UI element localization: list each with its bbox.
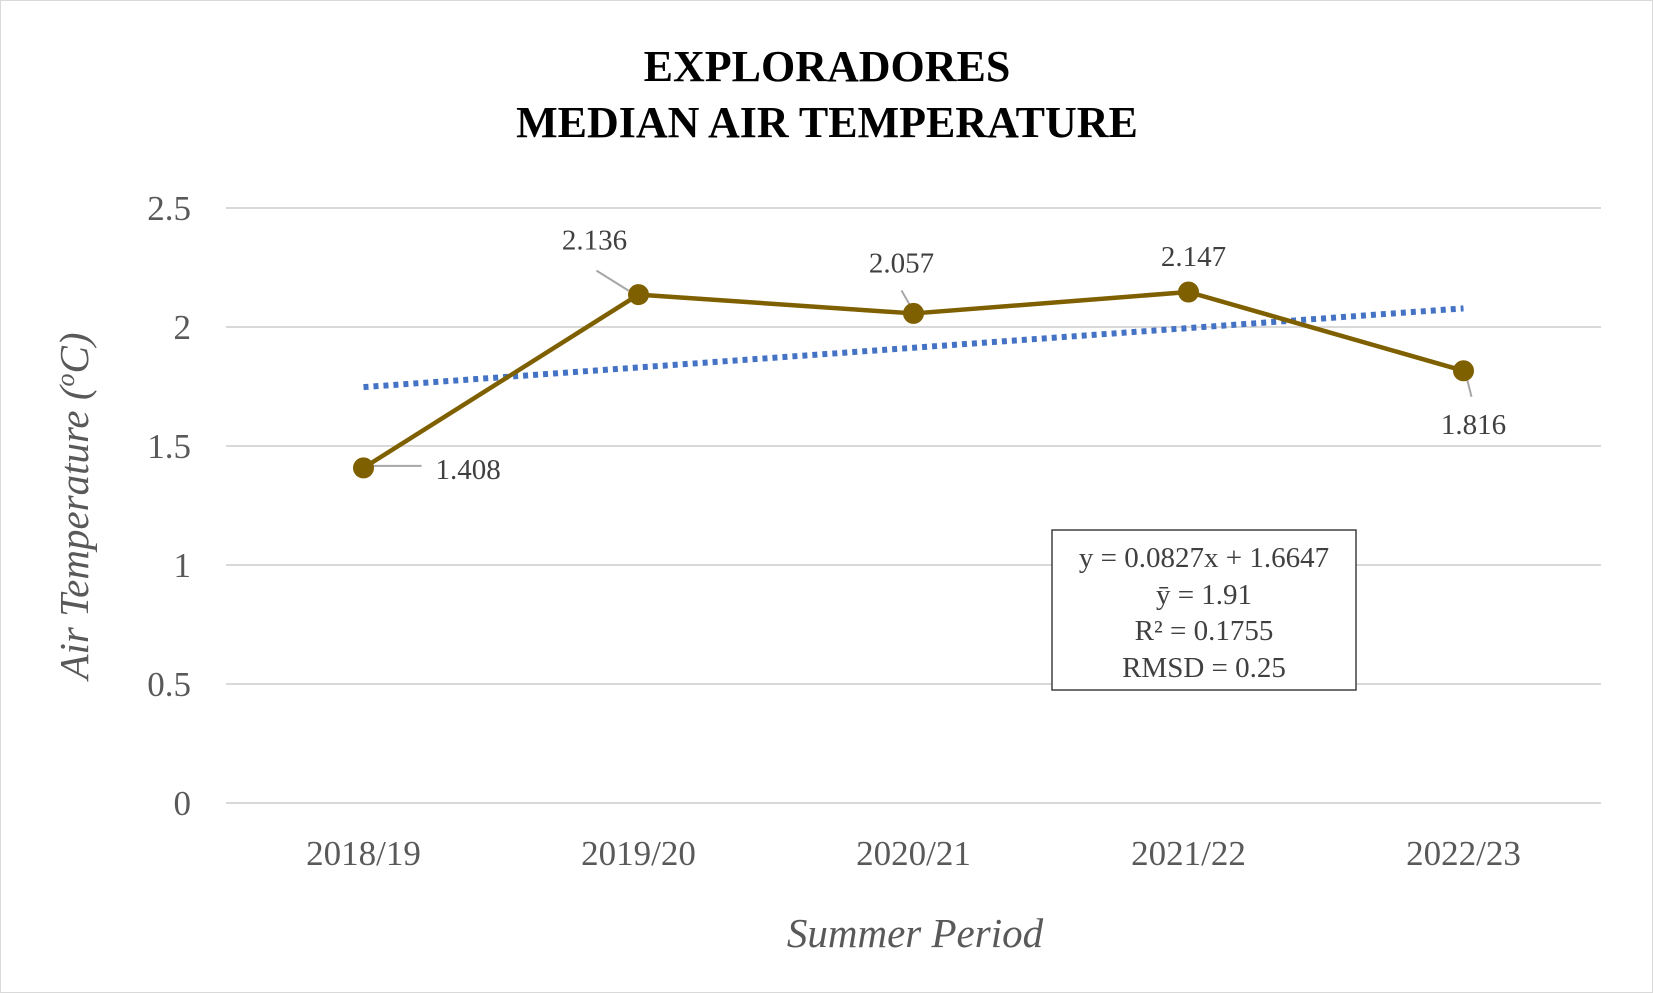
x-axis-ticks: 2018/19 2019/20 2020/21 2021/22 2022/23 [306, 834, 1521, 873]
data-point-4 [1453, 360, 1474, 382]
trendline [363, 305, 1464, 391]
y-tick-label-0: 0 [174, 784, 192, 823]
chart-title-line-1: EXPLORADORES [644, 42, 1011, 91]
trendline-path [363, 305, 1464, 391]
x-tick-label-4: 2022/23 [1406, 834, 1521, 873]
stats-mean: ȳ = 1.91 [1156, 579, 1252, 611]
data-label-0: 1.408 [436, 454, 501, 486]
y-axis-title-unit: C) [51, 332, 97, 373]
data-label-leader-1 [595, 269, 630, 292]
data-label-2: 2.057 [869, 247, 934, 279]
stats-r-squared: R² = 0.1755 [1135, 615, 1274, 647]
data-point-1 [628, 284, 649, 306]
data-points [353, 281, 1474, 479]
y-axis-ticks: 0 0.5 1 1.5 2 2.5 [147, 189, 191, 823]
x-axis-title: Summer Period [787, 910, 1044, 956]
data-label-leader-2 [900, 289, 911, 305]
y-tick-label-1: 0.5 [147, 665, 191, 704]
y-axis-title: Air Temperature (oC) [51, 332, 97, 682]
x-tick-label-2: 2020/21 [856, 834, 971, 873]
x-tick-label-0: 2018/19 [306, 834, 421, 873]
data-label-1: 2.136 [562, 225, 627, 257]
gridlines [226, 207, 1601, 804]
stats-equation: y = 0.0827x + 1.6647 [1079, 542, 1329, 574]
data-labels: 1.408 2.136 2.057 2.147 1.816 [436, 225, 1507, 486]
y-tick-label-4: 2 [174, 308, 192, 347]
stats-box: y = 0.0827x + 1.6647 ȳ = 1.91 R² = 0.175… [1051, 529, 1357, 691]
y-tick-label-2: 1 [174, 546, 192, 585]
data-label-3: 2.147 [1161, 241, 1226, 273]
data-point-2 [903, 302, 924, 324]
stats-rmsd: RMSD = 0.25 [1122, 652, 1286, 684]
data-label-4: 1.816 [1441, 409, 1506, 441]
y-axis-title-superscript: o [51, 373, 80, 386]
chart-title-line-2: MEDIAN AIR TEMPERATURE [516, 98, 1138, 147]
x-tick-label-3: 2021/22 [1131, 834, 1246, 873]
stats-box-border [1051, 529, 1357, 691]
y-tick-label-3: 1.5 [147, 427, 191, 466]
data-point-0 [353, 457, 374, 479]
x-tick-label-1: 2019/20 [581, 834, 696, 873]
y-tick-label-5: 2.5 [147, 189, 191, 228]
data-point-3 [1178, 281, 1199, 303]
y-axis-title-main: Air Temperature ( [51, 384, 97, 682]
data-label-leaders [373, 269, 1473, 467]
